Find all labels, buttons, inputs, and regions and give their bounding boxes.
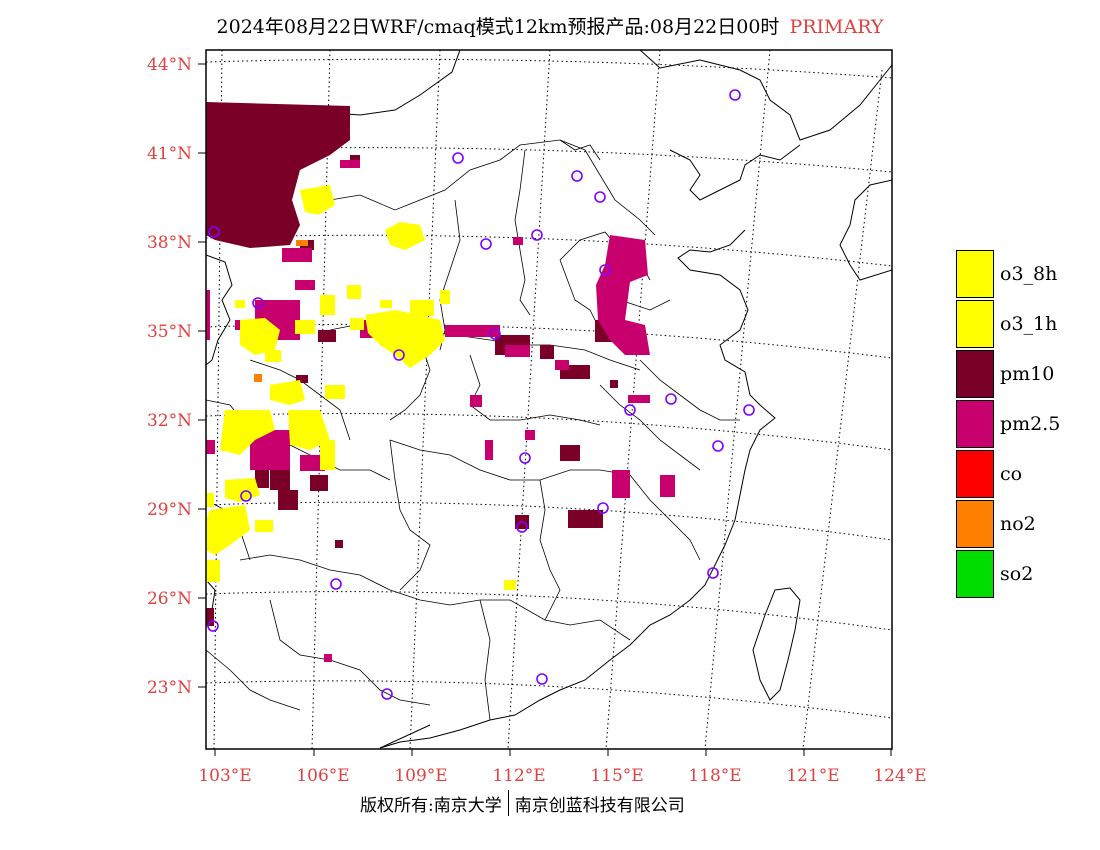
legend: o3_8h o3_1h pm10 pm2.5 co no2 so2 [956,249,1076,599]
lon-label: 103°E [198,766,251,786]
meridians [213,50,892,749]
legend-swatch [956,400,994,448]
lon-label: 118°E [688,766,741,786]
lat-label: 26°N [147,589,192,609]
legend-label: co [1000,463,1023,485]
legend-item-o3-1h: o3_1h [956,299,1076,349]
lat-label: 41°N [147,144,192,164]
lat-labels: 44°N 41°N 38°N 35°N 32°N 29°N 26°N 23°N [147,55,192,698]
lat-label: 35°N [147,322,192,342]
legend-label: pm10 [1000,363,1055,385]
legend-swatch [956,300,994,348]
legend-label: pm2.5 [1000,413,1061,435]
lat-label: 23°N [147,678,192,698]
legend-label: o3_8h [1000,263,1058,285]
title-main: 2024年08月22日WRF/cmaq模式12km预报产品:08月22日00时 [216,16,780,38]
title-tag: PRIMARY [789,16,884,38]
no2-cells [254,240,308,382]
legend-label: so2 [1000,563,1034,585]
legend-label: no2 [1000,513,1036,535]
lat-label: 32°N [147,411,192,431]
legend-swatch [956,350,994,398]
site-markers [207,89,755,700]
lat-label: 38°N [147,233,192,253]
copyright-footer: 版权所有:南京大学 南京创蓝科技有限公司 [360,790,685,816]
legend-swatch [956,450,994,498]
footer-divider [507,790,509,816]
lon-label: 115°E [590,766,643,786]
lat-tick-marks [198,63,206,688]
legend-swatch [956,550,994,598]
legend-swatch [956,250,994,298]
legend-swatch [956,500,994,548]
lat-label: 44°N [147,55,192,75]
boundaries [206,50,892,749]
legend-item-o3-8h: o3_8h [956,249,1076,299]
legend-item-co: co [956,449,1076,499]
lon-labels: 103°E 106°E 109°E 112°E 115°E 118°E 121°… [198,766,926,786]
lon-tick-marks [214,749,892,756]
copyright-left: 版权所有:南京大学 [360,795,502,816]
lon-label: 121°E [786,766,839,786]
lon-label: 112°E [492,766,545,786]
legend-item-pm10: pm10 [956,349,1076,399]
legend-label: o3_1h [1000,313,1058,335]
map-content [206,50,892,749]
legend-item-so2: so2 [956,549,1076,599]
map-title: 2024年08月22日WRF/cmaq模式12km预报产品:08月22日00时 P… [0,12,1100,39]
map-frame [205,49,893,750]
o3-cells [206,185,516,590]
lat-label: 29°N [147,500,192,520]
lon-label: 106°E [296,766,349,786]
copyright-right: 南京创蓝科技有限公司 [514,795,685,816]
lon-label: 124°E [873,766,926,786]
legend-item-pm25: pm2.5 [956,399,1076,449]
legend-item-no2: no2 [956,499,1076,549]
parallels [206,58,892,719]
lon-label: 109°E [394,766,447,786]
